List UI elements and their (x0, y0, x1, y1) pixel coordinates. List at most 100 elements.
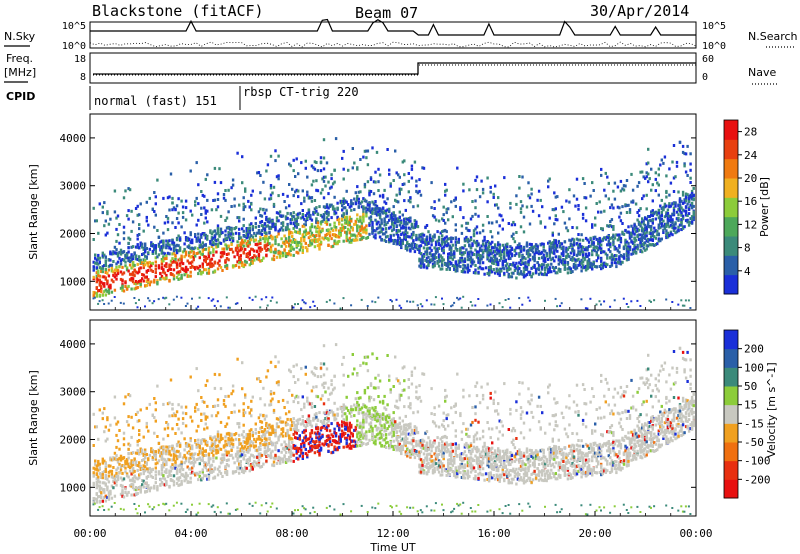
power-cell (447, 252, 450, 256)
power-cell (380, 230, 383, 233)
power-cell (518, 245, 521, 249)
power-cell (448, 237, 451, 241)
power-cell (139, 261, 142, 265)
power-cell (541, 242, 544, 246)
power-cell (498, 213, 501, 217)
power-cell (530, 245, 533, 249)
power-cell (584, 252, 588, 256)
power-cell (350, 239, 353, 242)
power-cell (321, 177, 324, 181)
power-cell (684, 211, 688, 215)
power-cell (327, 228, 330, 232)
power-cell (280, 214, 283, 218)
power-cell (606, 243, 609, 247)
power-cell (441, 242, 444, 246)
velocity-cell (133, 474, 136, 478)
power-cell (403, 222, 406, 226)
power-cell (236, 244, 239, 248)
power-cell (507, 253, 510, 256)
velocity-cell (95, 486, 98, 490)
freq-panel: 18 8 60 0 Freq. [MHz] Nave (4, 52, 778, 85)
velocity-cell (106, 437, 109, 441)
power-cell (175, 275, 179, 279)
velocity-cell (157, 472, 161, 476)
velocity-cell (171, 407, 174, 411)
power-cell (172, 241, 176, 245)
power-cell (491, 235, 494, 239)
power-cell (489, 270, 492, 274)
power-cell (681, 201, 685, 205)
power-cell (200, 272, 203, 276)
power-cell (374, 170, 377, 174)
power-cell (98, 202, 101, 206)
power-cell (466, 251, 470, 255)
power-cell (569, 242, 573, 246)
power-cell (98, 260, 101, 264)
velocity-cell (168, 471, 171, 475)
power-cell (618, 255, 621, 259)
power-cell (313, 225, 317, 229)
power-cell (257, 229, 261, 232)
power-cell (171, 201, 174, 205)
power-cell (212, 298, 215, 301)
power-cell (130, 256, 133, 260)
power-cell (318, 234, 321, 238)
power-cell (592, 189, 595, 192)
power-cell (471, 258, 474, 262)
power-cell (536, 198, 539, 202)
power-cell (144, 305, 146, 308)
power-cell (575, 197, 579, 201)
power-cell (436, 249, 439, 253)
power-cell (312, 179, 315, 183)
power-cell (136, 262, 139, 266)
power-cell (421, 240, 424, 244)
power-cell (144, 250, 147, 254)
power-cell (407, 172, 410, 175)
power-cell (181, 250, 185, 254)
power-cell (584, 236, 588, 240)
power-cell (331, 182, 335, 186)
nsearch-trace (89, 41, 697, 48)
power-cell (110, 290, 114, 294)
velocity-cell (127, 393, 130, 397)
power-cell (689, 195, 692, 199)
power-cell (251, 298, 254, 301)
power-cell (209, 265, 212, 269)
velocity-cell (145, 467, 148, 471)
power-cell (659, 204, 662, 208)
power-cell (356, 167, 359, 171)
noise-left-tick-hi: 10^5 (62, 21, 86, 32)
power-cell (509, 251, 512, 255)
power-cell (403, 217, 406, 221)
power-cell (216, 267, 220, 271)
power-cell (677, 213, 680, 217)
power-cell (359, 201, 362, 205)
power-cell (215, 208, 218, 212)
power-cell (537, 189, 541, 193)
power-cell (548, 266, 551, 270)
power-cell (127, 269, 130, 273)
power-cell (586, 238, 589, 242)
power-cell (230, 236, 233, 240)
power-cell (512, 271, 515, 275)
power-cell (509, 245, 512, 249)
power-cell (645, 239, 648, 243)
power-cell (369, 190, 373, 193)
power-cell (103, 253, 106, 257)
power-cell (509, 206, 512, 210)
power-cell (92, 265, 95, 269)
power-cell (460, 246, 464, 250)
power-cell (447, 243, 450, 247)
power-cell (212, 236, 215, 240)
power-cell (610, 203, 614, 207)
velocity-cell (147, 503, 150, 506)
power-cell (522, 245, 526, 249)
power-cell (686, 220, 689, 224)
power-cell (134, 270, 138, 274)
velocity-cell (122, 402, 126, 406)
power-cell (689, 162, 692, 166)
power-cell (671, 212, 674, 216)
power-cell (198, 238, 201, 242)
power-cell (422, 240, 426, 244)
velocity-cell (169, 478, 173, 481)
